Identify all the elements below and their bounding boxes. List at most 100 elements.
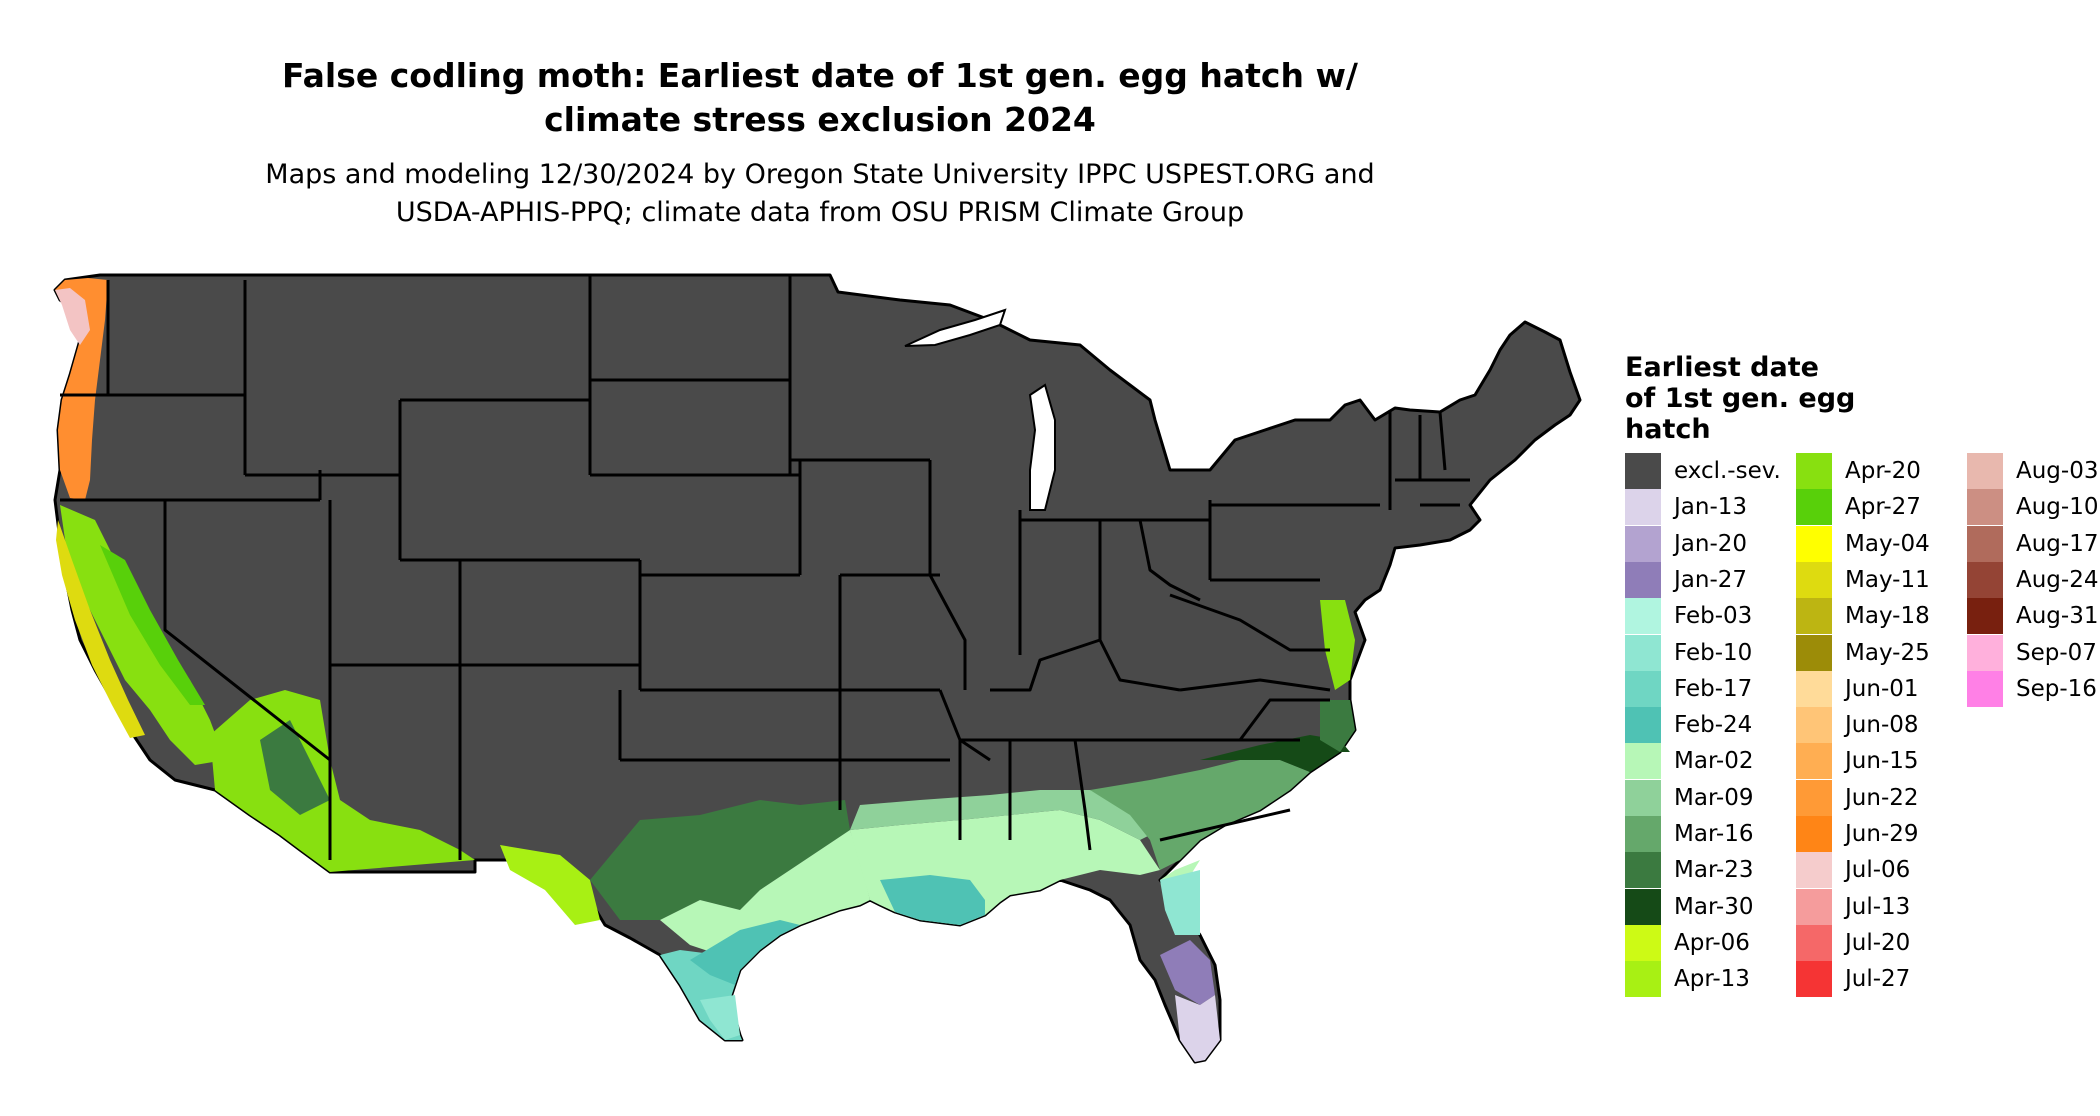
legend-label: Jun-29 bbox=[1845, 821, 1919, 847]
legend-swatch bbox=[1967, 453, 2003, 489]
legend-swatch bbox=[1625, 670, 1661, 707]
legend-item: Aug-03 bbox=[1967, 453, 2098, 489]
legend-label: Jan-13 bbox=[1674, 494, 1748, 521]
legend-swatch bbox=[1967, 489, 2003, 526]
virginia-coast-zone bbox=[1320, 600, 1355, 690]
legend-item: Mar-16 bbox=[1625, 816, 1754, 852]
legend-item: Jan-27 bbox=[1625, 561, 1747, 598]
legend-swatch bbox=[1796, 816, 1832, 852]
legend-label: Jul-20 bbox=[1845, 929, 1911, 956]
legend-title-line: of 1st gen. egg bbox=[1625, 383, 1856, 414]
arizona-dark-zone bbox=[260, 720, 330, 815]
legend-label: May-04 bbox=[1845, 530, 1930, 557]
legend-item: May-11 bbox=[1796, 561, 1930, 598]
legend-swatch bbox=[1625, 961, 1661, 998]
legend-item: Apr-27 bbox=[1796, 489, 1921, 526]
legend-item: Jul-06 bbox=[1796, 852, 1911, 889]
state-boundaries bbox=[60, 275, 1470, 860]
legend-swatch bbox=[1967, 670, 2003, 707]
legend-item: Jun-15 bbox=[1796, 743, 1919, 780]
legend-label: May-18 bbox=[1845, 603, 1930, 630]
olympic-pink-zone bbox=[55, 288, 90, 345]
legend-item: Aug-17 bbox=[1967, 525, 2098, 562]
legend-swatch bbox=[1967, 561, 2003, 598]
legend-item: Feb-10 bbox=[1625, 634, 1752, 671]
legend-item: Jun-22 bbox=[1796, 779, 1919, 816]
legend-label: Aug-10 bbox=[2016, 494, 2099, 521]
legend-swatch bbox=[1625, 743, 1661, 780]
legend-swatch bbox=[1796, 489, 1832, 526]
legend-swatch bbox=[1625, 816, 1661, 852]
legend-swatch bbox=[1625, 779, 1661, 816]
legend-swatch bbox=[1796, 561, 1832, 598]
legend-swatch bbox=[1796, 634, 1832, 671]
legend-item: Aug-10 bbox=[1967, 489, 2099, 526]
legend-label: Feb-17 bbox=[1674, 675, 1753, 702]
legend-label: Jun-08 bbox=[1845, 712, 1919, 739]
lake-superior bbox=[904, 308, 1007, 347]
map-title: False codling moth: Earliest date of 1st… bbox=[120, 54, 1520, 142]
legend-item: Jun-01 bbox=[1796, 670, 1919, 707]
legend-swatch bbox=[1796, 961, 1832, 998]
legend-label: Mar-23 bbox=[1674, 857, 1754, 884]
legend-item: Jun-29 bbox=[1796, 816, 1919, 852]
legend-swatch bbox=[1625, 453, 1661, 489]
legend-item: Jan-20 bbox=[1625, 525, 1748, 562]
legend-item: Feb-17 bbox=[1625, 670, 1753, 707]
legend-label: Jan-20 bbox=[1674, 530, 1748, 557]
legend-label: Jun-01 bbox=[1845, 675, 1919, 702]
legend-swatch bbox=[1625, 634, 1661, 671]
new-mexico-border-zone bbox=[500, 845, 600, 925]
legend-item: Mar-02 bbox=[1625, 743, 1754, 780]
georgia-green bbox=[1090, 760, 1310, 870]
legend-label: Jun-15 bbox=[1845, 748, 1919, 775]
legend-swatch bbox=[1625, 924, 1661, 961]
legend-swatch bbox=[1967, 634, 2003, 671]
texas-north-green bbox=[590, 800, 850, 920]
legend-label: Feb-24 bbox=[1674, 712, 1753, 739]
legend-label: Aug-24 bbox=[2016, 566, 2099, 593]
california-coast-yellow bbox=[56, 520, 145, 738]
legend-swatch bbox=[1967, 525, 2003, 562]
legend-item: Mar-23 bbox=[1625, 852, 1754, 889]
legend-label: Mar-16 bbox=[1674, 821, 1754, 847]
legend-swatch bbox=[1796, 924, 1832, 961]
legend-label: Apr-13 bbox=[1674, 966, 1750, 993]
nc-coast-zone bbox=[1320, 700, 1355, 752]
legend-swatch bbox=[1796, 670, 1832, 707]
legend-item: May-04 bbox=[1796, 525, 1930, 562]
florida-teal bbox=[1160, 870, 1200, 935]
legend-swatch bbox=[1625, 598, 1661, 635]
florida-purple bbox=[1160, 940, 1215, 1005]
legend-item: Mar-30 bbox=[1625, 888, 1754, 925]
legend-label: Jul-06 bbox=[1845, 857, 1911, 884]
pacific-coast-zone bbox=[55, 278, 108, 500]
legend-label: Mar-09 bbox=[1674, 784, 1754, 811]
legend-item: Apr-06 bbox=[1625, 924, 1750, 961]
lake-michigan bbox=[1028, 383, 1056, 511]
legend-title-line: hatch bbox=[1625, 414, 1711, 445]
legend-label: Feb-03 bbox=[1674, 603, 1753, 630]
legend-item: Mar-09 bbox=[1625, 779, 1754, 816]
legend-label: Sep-07 bbox=[2016, 639, 2097, 666]
legend-swatch bbox=[1625, 888, 1661, 925]
legend-swatch bbox=[1625, 707, 1661, 744]
legend-item: Sep-16 bbox=[1967, 670, 2097, 707]
legend-label: Aug-31 bbox=[2016, 603, 2099, 630]
legend-item: Jul-20 bbox=[1796, 924, 1911, 961]
legend-label: Apr-06 bbox=[1674, 929, 1750, 956]
legend-item: May-25 bbox=[1796, 634, 1930, 671]
legend-item: Apr-13 bbox=[1625, 961, 1750, 998]
legend-swatch bbox=[1796, 779, 1832, 816]
legend-swatch bbox=[1796, 852, 1832, 889]
legend-label: Aug-03 bbox=[2016, 458, 2099, 484]
map-subtitle-line2: USDA-APHIS-PPQ; climate data from OSU PR… bbox=[395, 197, 1245, 228]
legend-item: excl.-sev. bbox=[1625, 453, 1781, 489]
legend-swatch bbox=[1967, 598, 2003, 635]
legend-swatch bbox=[1796, 598, 1832, 635]
legend-swatch bbox=[1625, 561, 1661, 598]
legend-swatch bbox=[1625, 489, 1661, 526]
legend-item: May-18 bbox=[1796, 598, 1930, 635]
legend-label: Jul-27 bbox=[1845, 966, 1911, 993]
